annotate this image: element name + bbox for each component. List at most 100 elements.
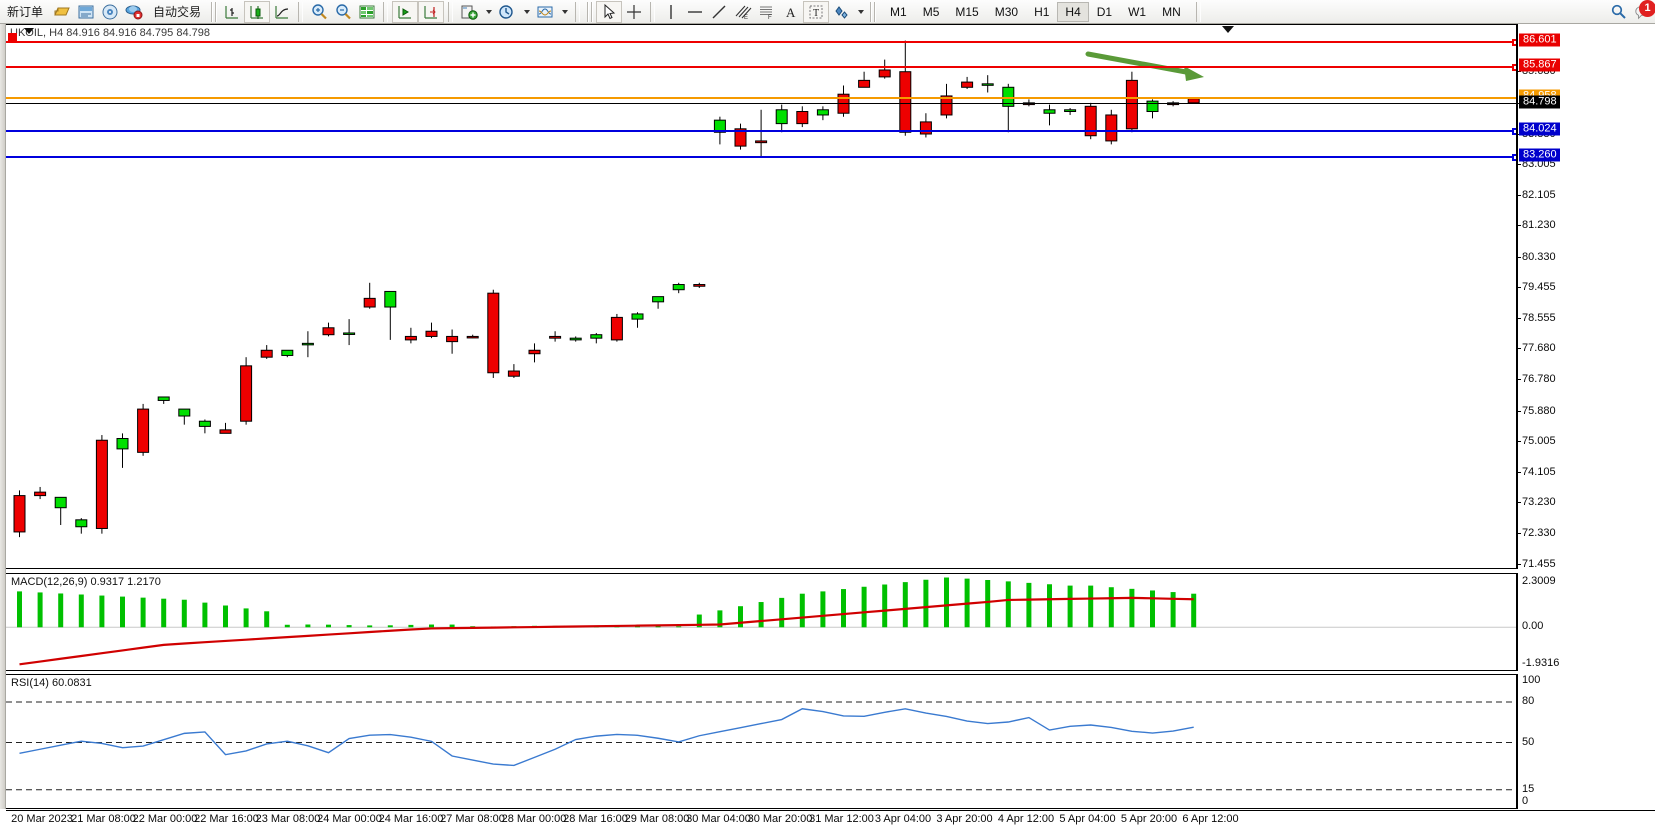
- new-order-label: 新订单: [7, 5, 44, 19]
- time-tick: 27 Mar 08:00: [440, 813, 505, 825]
- hline-icon[interactable]: [683, 1, 707, 23]
- time-tick: 22 Mar 16:00: [194, 813, 259, 825]
- rsi-tick: 100: [1522, 674, 1541, 686]
- toolbar-separator-1: [298, 1, 304, 22]
- equidistant-channel-icon[interactable]: E: [731, 1, 755, 23]
- text-icon[interactable]: A: [779, 1, 803, 23]
- chart-menu-caret-icon[interactable]: [24, 28, 34, 34]
- chart-collapse-caret-icon[interactable]: [1222, 26, 1234, 33]
- rsi-tick: 50: [1522, 735, 1535, 748]
- macd-plot: [6, 577, 1516, 666]
- vline-icon[interactable]: [659, 1, 683, 23]
- take-profit-upper-line[interactable]: [6, 38, 1516, 46]
- rsi-label: RSI(14) 60.0831: [11, 677, 92, 689]
- take-profit-upper-badge: 86.601: [1519, 33, 1560, 47]
- time-tick: 5 Apr 04:00: [1059, 813, 1116, 825]
- trendline-icon[interactable]: [707, 1, 731, 23]
- time-tick: 3 Apr 20:00: [936, 813, 993, 825]
- macd-scale: 2.3009 0.00 -1.9316: [1517, 573, 1655, 671]
- alerts-icon[interactable]: 1: [1631, 0, 1655, 23]
- zoom-in-icon[interactable]: [307, 1, 331, 23]
- templates-dropdown-caret[interactable]: [557, 1, 571, 23]
- time-scale[interactable]: 20 Mar 2023 21 Mar 08:00 22 Mar 00:00 22 Ma…: [6, 810, 1655, 827]
- svg-text:F: F: [768, 15, 772, 21]
- rsi-scale: 100 80 50 15 0: [1517, 674, 1655, 809]
- price-tick: 82.105: [1518, 189, 1556, 202]
- resistance-handle[interactable]: [1512, 63, 1516, 71]
- symbol-ohlc-label: UKOIL, H4 84.916 84.916 84.795 84.798: [10, 27, 210, 39]
- fibonacci-icon[interactable]: F: [755, 1, 779, 23]
- chart-area[interactable]: UKOIL, H4 84.916 84.916 84.795 84.798 85…: [0, 24, 1655, 827]
- chart-shift-icon[interactable]: [418, 0, 445, 23]
- price-tick: 75.005: [1518, 434, 1556, 447]
- navigator-icon[interactable]: [98, 1, 122, 23]
- price-tick: 81.230: [1518, 219, 1556, 232]
- text-label-icon[interactable]: T: [803, 0, 830, 23]
- period-icon[interactable]: [495, 1, 519, 23]
- rsi-tick: 0: [1522, 795, 1529, 807]
- timeframe-mn[interactable]: MN: [1162, 4, 1181, 19]
- timeframe-d1[interactable]: D1: [1096, 4, 1113, 19]
- current-price-line[interactable]: [6, 97, 1516, 100]
- support-upper-line[interactable]: [6, 127, 1516, 135]
- search-icon[interactable]: [1607, 1, 1631, 23]
- time-tick: 28 Mar 00:00: [501, 813, 567, 825]
- new-order-button[interactable]: 新订单: [0, 1, 50, 23]
- toolbar-grip-2: [587, 1, 594, 22]
- timeframe-h4[interactable]: H4: [1057, 1, 1089, 22]
- time-tick: 6 Apr 12:00: [1182, 813, 1239, 825]
- timeframe-w1[interactable]: W1: [1128, 4, 1147, 19]
- rsi-pane[interactable]: RSI(14) 60.0831: [6, 674, 1517, 809]
- timeframe-m5[interactable]: M5: [922, 4, 940, 19]
- indicators-dropdown-caret[interactable]: [481, 1, 495, 23]
- support-lower-handle[interactable]: [1512, 154, 1516, 162]
- macd-tick: 0.00: [1522, 620, 1544, 633]
- toolbar-separator-4: [575, 1, 581, 22]
- time-tick: 24 Mar 16:00: [378, 813, 444, 825]
- svg-text:E: E: [744, 15, 748, 21]
- folder-icon[interactable]: [50, 1, 74, 23]
- timeframe-m30[interactable]: M30: [994, 4, 1019, 19]
- timeframe-h1[interactable]: H1: [1034, 4, 1050, 19]
- toolbar-separator-3: [448, 1, 454, 22]
- support-lower-line[interactable]: [6, 154, 1516, 162]
- zoom-out-icon[interactable]: [331, 1, 355, 23]
- time-tick: 5 Apr 20:00: [1120, 813, 1178, 825]
- macd-pane[interactable]: MACD(12,26,9) 0.9317 1.2170: [6, 573, 1517, 671]
- time-tick: 3 Apr 04:00: [874, 813, 932, 825]
- time-tick: 4 Apr 12:00: [997, 813, 1055, 825]
- line-chart-icon[interactable]: [270, 1, 294, 23]
- candlestick-chart-icon[interactable]: [244, 0, 271, 23]
- grid-icon[interactable]: [355, 1, 379, 23]
- timeframe-m1[interactable]: M1: [890, 4, 907, 19]
- shapes-dropdown-caret[interactable]: [853, 1, 867, 23]
- take-profit-upper-handle[interactable]: [1512, 38, 1516, 46]
- period-dropdown-caret[interactable]: [519, 1, 533, 23]
- time-tick: 31 Mar 12:00: [809, 813, 874, 825]
- macd-tick: 2.3009: [1522, 575, 1556, 587]
- timeframe-m15[interactable]: M15: [955, 4, 979, 19]
- crosshair-icon[interactable]: [622, 1, 646, 23]
- resistance-line[interactable]: [6, 63, 1516, 71]
- market-watch-icon[interactable]: [74, 1, 98, 23]
- shapes-icon[interactable]: [829, 1, 853, 23]
- scroll-end-icon[interactable]: [392, 0, 419, 23]
- bar-chart-icon[interactable]: [220, 1, 244, 23]
- autotrading-icon[interactable]: [122, 1, 146, 23]
- support-lower-badge: 83.260: [1519, 148, 1560, 162]
- price-scale[interactable]: 85.68084.75683.88083.00582.10581.23080.3…: [1517, 24, 1655, 570]
- price-pane[interactable]: UKOIL, H4 84.916 84.916 84.795 84.798: [6, 24, 1517, 569]
- macd-tick: -1.9316: [1522, 657, 1560, 669]
- autotrading-button[interactable]: 自动交易: [146, 1, 208, 23]
- autotrading-label: 自动交易: [153, 5, 202, 19]
- timeframe-group: M1 M5 M15 M30 H1 H4 D1 W1 MN: [879, 1, 1192, 23]
- alerts-badge: 1: [1639, 0, 1655, 17]
- indicators-icon[interactable]: [457, 1, 481, 23]
- time-tick: 23 Mar 08:00: [255, 813, 321, 825]
- support-upper-handle[interactable]: [1512, 127, 1516, 135]
- cursor-icon[interactable]: [596, 0, 623, 23]
- toolbar-separator-5: [650, 1, 656, 22]
- templates-icon[interactable]: [533, 1, 557, 23]
- time-tick: 30 Mar 20:00: [747, 813, 813, 825]
- bid-price-line[interactable]: [6, 102, 1516, 104]
